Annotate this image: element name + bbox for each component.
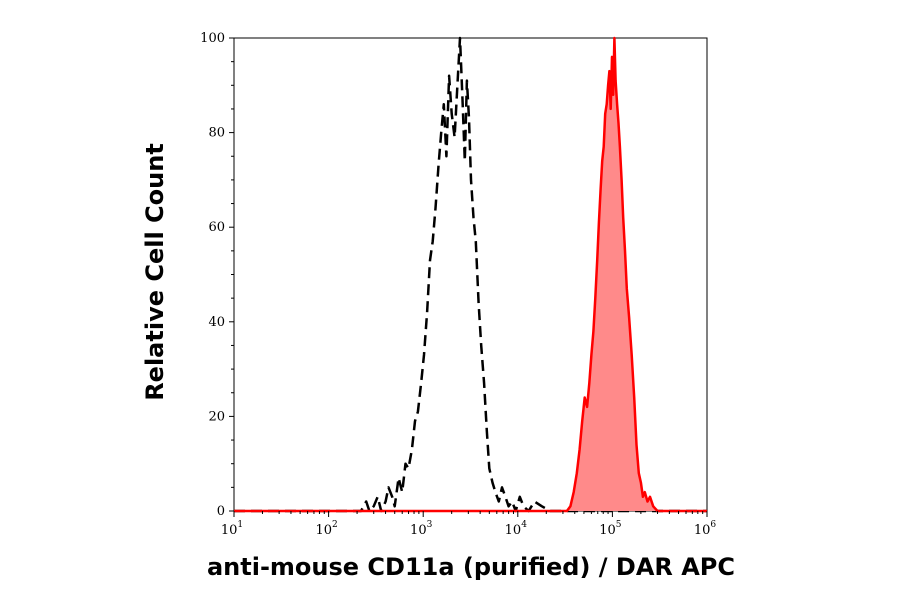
x-tick-label: 103	[410, 520, 433, 538]
y-tick-label: 80	[208, 126, 225, 141]
x-tick-label: 105	[599, 520, 622, 538]
y-tick-label: 60	[208, 220, 225, 235]
y-tick-label: 20	[208, 409, 225, 424]
x-tick-label: 102	[315, 520, 337, 538]
series-line-0	[234, 36, 707, 513]
x-axis-ticks: 101 102 103 104 105 106	[221, 511, 717, 538]
series-line-1	[234, 36, 707, 513]
x-tick-label: 106	[694, 520, 717, 538]
y-axis-ticks: 0 20 40 60 80 100	[200, 31, 234, 519]
y-axis-title: Relative Cell Count	[141, 143, 169, 401]
y-tick-label: 0	[217, 504, 225, 519]
y-tick-label: 100	[200, 31, 225, 46]
series-layer	[234, 36, 707, 513]
x-axis-title: anti-mouse CD11a (purified) / DAR APC	[207, 553, 735, 581]
x-tick-label: 104	[505, 520, 528, 538]
y-tick-label: 40	[208, 315, 225, 330]
x-tick-label: 101	[221, 520, 243, 538]
